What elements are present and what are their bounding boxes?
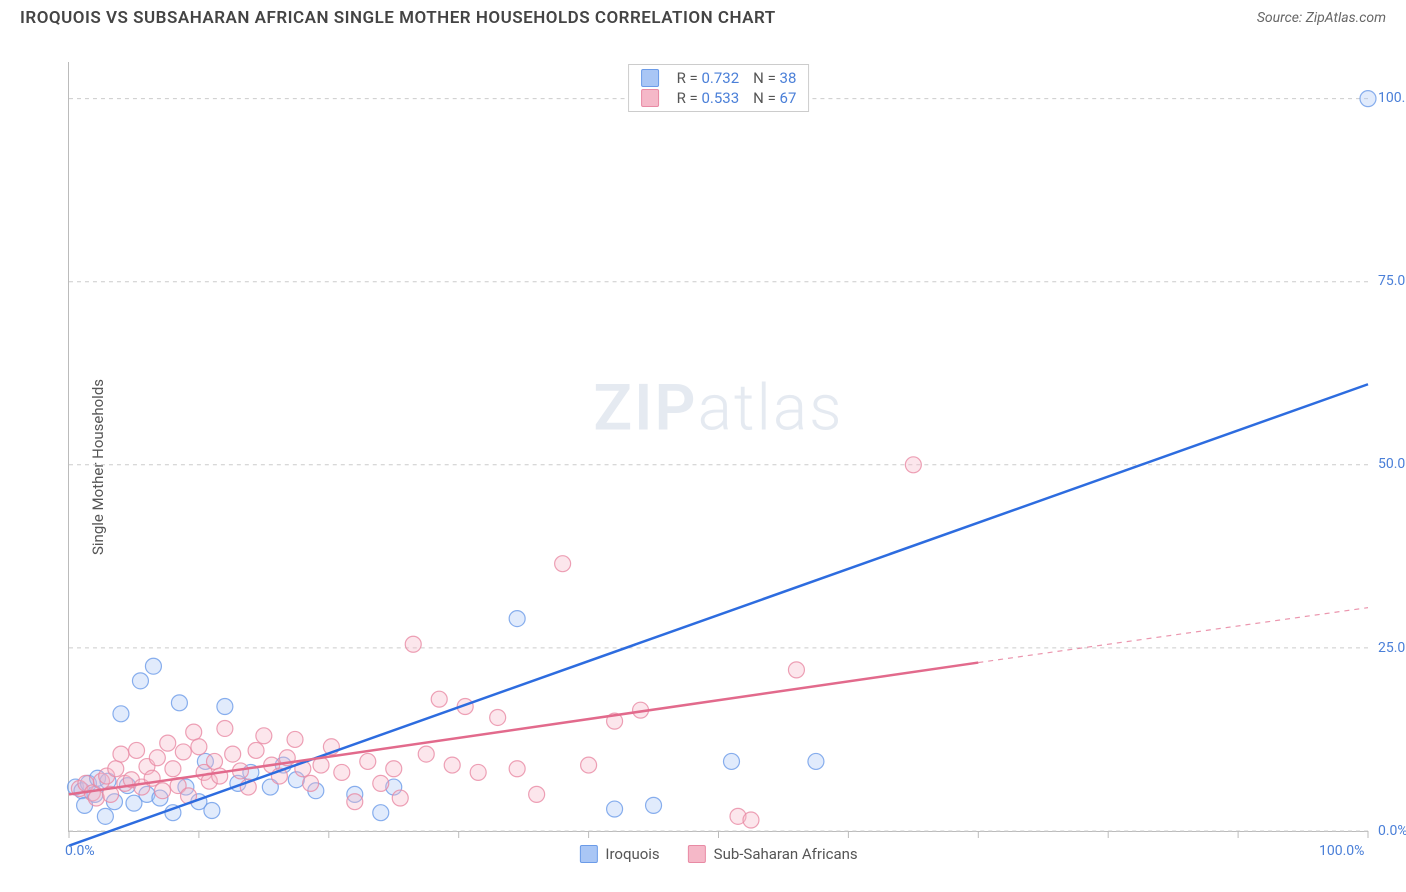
chart-title: IROQUOIS VS SUBSAHARAN AFRICAN SINGLE MO… bbox=[20, 8, 776, 28]
n-label: N = bbox=[753, 69, 779, 87]
n-value: 38 bbox=[780, 69, 797, 87]
source-attribution: Source: ZipAtlas.com bbox=[1257, 10, 1386, 26]
source-prefix: Source: bbox=[1257, 10, 1306, 26]
stats-r-iroquois: R = 0.732 bbox=[677, 69, 740, 87]
legend-label-subsaharan: Sub-Saharan Africans bbox=[714, 845, 858, 863]
plot-area: ZIPatlas R = 0.732 N = 38 R = 0.533 N = … bbox=[68, 62, 1368, 832]
legend-swatch-subsaharan bbox=[688, 845, 706, 863]
chart-container: Single Mother Households ZIPatlas R = 0.… bbox=[20, 62, 1386, 872]
source-name: ZipAtlas.com bbox=[1306, 10, 1386, 26]
n-label: N = bbox=[753, 89, 779, 107]
r-label: R = bbox=[677, 89, 702, 107]
legend-item-subsaharan: Sub-Saharan Africans bbox=[688, 845, 858, 863]
stats-swatch-subsaharan bbox=[641, 89, 659, 107]
y-tick-label: 0.0% bbox=[1378, 823, 1406, 839]
stats-n-iroquois: N = 38 bbox=[753, 69, 796, 87]
stats-n-subsaharan: N = 67 bbox=[753, 89, 796, 107]
stats-r-subsaharan: R = 0.533 bbox=[677, 89, 740, 107]
y-tick-label: 50.0% bbox=[1378, 456, 1406, 472]
legend-bottom: Iroquois Sub-Saharan Africans bbox=[579, 845, 857, 863]
r-value: 0.732 bbox=[701, 69, 739, 87]
r-label: R = bbox=[677, 69, 702, 87]
stats-legend-box: R = 0.732 N = 38 R = 0.533 N = 67 bbox=[628, 64, 810, 112]
y-tick-label: 75.0% bbox=[1378, 273, 1406, 289]
n-value: 67 bbox=[780, 89, 797, 107]
legend-item-iroquois: Iroquois bbox=[579, 845, 659, 863]
r-value: 0.533 bbox=[701, 89, 739, 107]
y-tick-label: 100.0% bbox=[1378, 90, 1406, 106]
legend-label-iroquois: Iroquois bbox=[605, 845, 659, 863]
x-tick-label: 100.0% bbox=[1319, 843, 1364, 859]
plot-svg bbox=[69, 62, 1368, 831]
y-tick-label: 25.0% bbox=[1378, 640, 1406, 656]
x-tick-label: 0.0% bbox=[65, 843, 95, 859]
stats-swatch-iroquois bbox=[641, 69, 659, 87]
legend-swatch-iroquois bbox=[579, 845, 597, 863]
